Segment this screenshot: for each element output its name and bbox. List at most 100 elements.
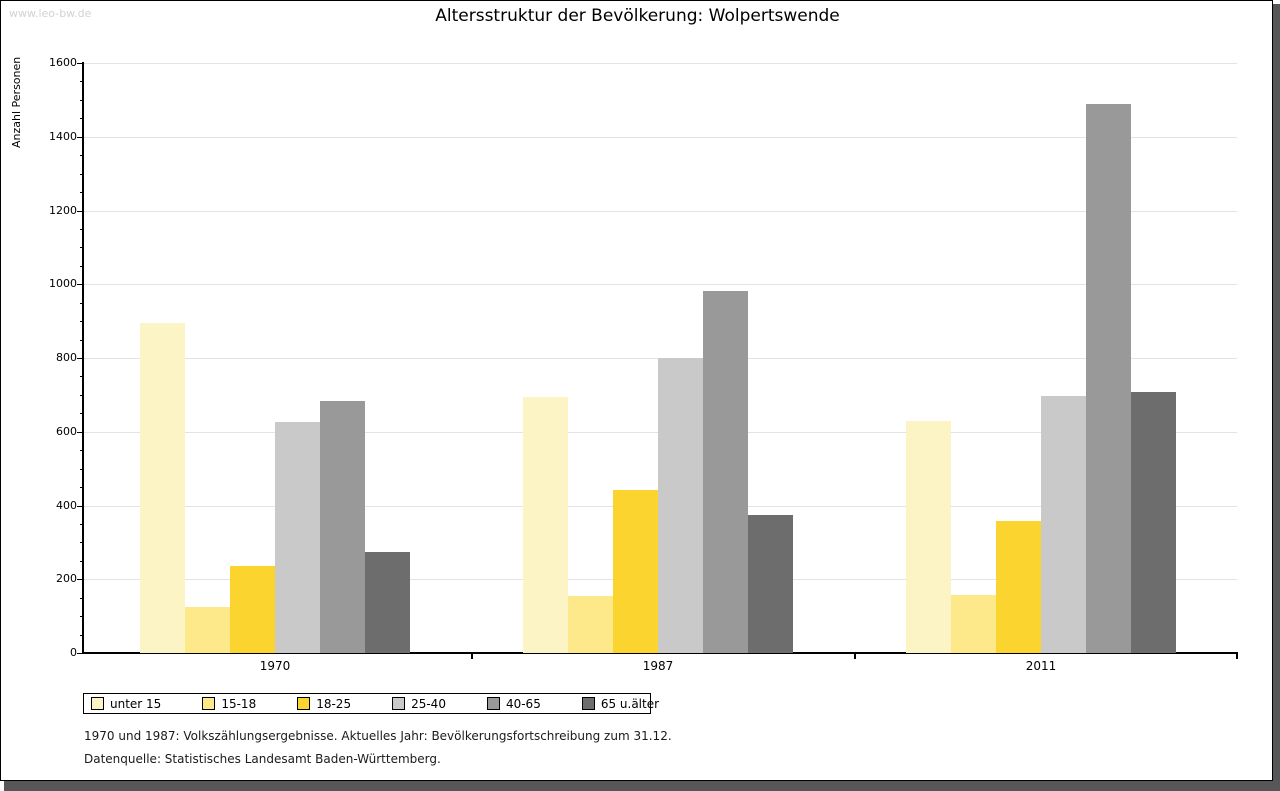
legend-label: 15-18 [221,696,257,711]
bar-1970-18-25 [230,566,275,653]
y-tick-label: 0 [70,646,77,659]
y-minor-tick [80,376,83,378]
y-minor-tick [80,523,83,525]
legend-item: 18-25 [297,697,351,711]
legend-swatch [392,697,406,710]
gridline [84,210,1237,212]
bar-2011-unter 15 [906,420,951,653]
frame-shadow-right [1273,4,1280,791]
bar-1987-25-40 [658,358,703,653]
footnote-line-1: 1970 und 1987: Volkszählungsergebnisse. … [84,729,672,743]
y-minor-tick [80,487,83,489]
bar-2011-25-40 [1041,395,1086,653]
legend-item: 40-65 [486,696,541,711]
y-minor-tick [80,118,83,120]
x-axis-tick [471,654,473,659]
bar-1970-65 u.älter [365,552,410,653]
legend-swatch [581,697,595,710]
bar-2011-40-65 [1086,104,1131,653]
legend-item: 15-18 [202,697,256,711]
y-minor-tick [80,339,83,341]
x-tick-label: 1970 [259,659,291,673]
y-major-tick [77,431,83,433]
y-tick-label: 1600 [49,56,77,69]
legend-item: unter 15 [91,697,161,711]
y-major-tick [77,653,83,654]
y-minor-tick [80,302,83,304]
bar-1987-65 u.älter [748,515,793,653]
x-tick-label: 1987 [642,659,674,673]
y-minor-tick [80,616,83,618]
y-minor-tick [80,265,83,267]
gridline [84,63,1237,64]
frame-shadow-bottom [4,781,1280,791]
x-axis-tick [1236,654,1238,659]
watermark: www.leo-bw.de [9,7,92,20]
x-tick-label: 2011 [1025,659,1057,673]
bar-1987-unter 15 [523,396,568,653]
y-axis-title: Anzahl Personen [10,56,23,148]
y-minor-tick [80,560,83,562]
y-minor-tick [80,634,83,636]
y-tick-label: 1000 [49,277,77,291]
y-tick-label: 200 [56,572,77,586]
y-minor-tick [80,173,83,175]
y-minor-tick [80,394,83,396]
y-minor-tick [80,99,83,101]
bar-1970-15-18 [185,606,230,653]
bar-1987-15-18 [568,595,613,653]
y-minor-tick [80,468,83,470]
legend-swatch [297,697,311,710]
legend-swatch [202,697,216,710]
y-minor-tick [80,413,83,415]
legend-item: 65 u.älter [581,696,660,711]
y-minor-tick [80,597,83,599]
y-major-tick [77,63,83,64]
y-major-tick [77,358,83,359]
y-major-tick [77,136,83,138]
bar-1970-25-40 [275,421,320,653]
bar-1970-40-65 [320,401,365,653]
bar-1987-40-65 [703,290,748,653]
legend-swatch [91,697,104,710]
y-major-tick [77,210,83,212]
legend-item: 25-40 [392,697,446,711]
y-minor-tick [80,450,83,452]
legend: unter 15 15-18 18-25 25-40 40-65 65 u.älter [83,693,659,714]
y-tick-label: 800 [56,351,77,364]
legend-label: 18-25 [316,696,352,711]
legend-swatch [486,697,500,710]
gridline [84,284,1237,286]
y-minor-tick [80,542,83,544]
bar-2011-15-18 [951,594,996,653]
y-major-tick [77,579,83,581]
y-minor-tick [80,228,83,230]
legend-label: 65 u.älter [600,696,660,711]
y-tick-label: 600 [56,424,77,438]
legend-label: 40-65 [505,696,541,711]
y-minor-tick [80,192,83,194]
y-minor-tick [80,247,83,249]
bar-2011-18-25 [996,521,1041,653]
y-tick-label: 1400 [49,129,77,143]
bar-2011-65 u.älter [1131,392,1176,653]
gridline [84,136,1237,138]
legend-label: unter 15 [110,696,162,711]
chart-title: Altersstruktur der Bevölkerung: Wolperts… [435,6,840,26]
x-axis [82,652,1238,654]
y-tick-label: 1200 [49,203,77,217]
y-major-tick [77,284,83,286]
bar-1987-18-25 [613,489,658,653]
y-minor-tick [80,321,83,323]
y-axis [82,62,84,654]
y-minor-tick [80,81,83,83]
footnote-line-2: Datenquelle: Statistisches Landesamt Bad… [84,752,441,766]
bar-1970-unter 15 [140,322,185,653]
y-tick-label: 400 [56,498,77,512]
legend-label: 25-40 [411,696,446,711]
y-minor-tick [80,155,83,157]
y-major-tick [77,505,83,507]
x-axis-tick [854,654,856,659]
